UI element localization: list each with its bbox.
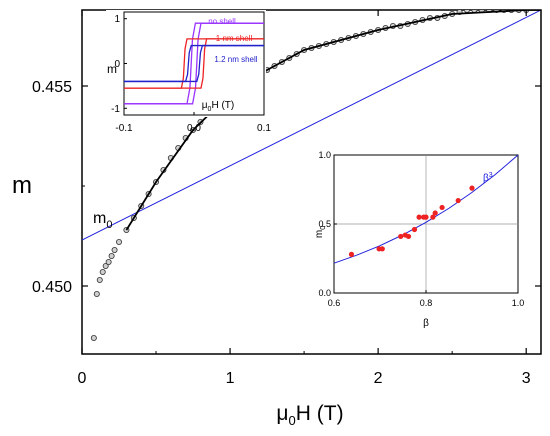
- main-x-tick-label: 2: [374, 370, 383, 387]
- legend-no-shell: no shell: [208, 17, 236, 26]
- red-data-point: [416, 214, 422, 220]
- inset2-series-layer: [333, 154, 519, 264]
- data-point: [90, 334, 97, 341]
- red-data-point: [411, 226, 418, 233]
- data-point: [116, 238, 123, 245]
- inset2-x-tick-label: 0.8: [420, 298, 433, 308]
- inset1-y-tick-label: -1: [111, 104, 120, 115]
- data-point: [463, 10, 470, 13]
- main-x-axis-label: μ0H (T): [276, 402, 343, 428]
- black-fit-curve: [125, 10, 541, 231]
- inset1-axis-ticks: -0.1 0.0 0.1 -1 0 1: [111, 14, 271, 134]
- main-y-tick-label: 0.450: [32, 279, 72, 296]
- data-point: [102, 262, 109, 269]
- hysteresis-descending-branch: [124, 38, 264, 89]
- blue-linear-fit-line: [82, 10, 541, 241]
- inset1-x-tick-label: 0.0: [187, 123, 201, 134]
- inset1-background: [106, 10, 266, 117]
- data-point: [99, 268, 106, 275]
- red-data-point: [423, 214, 429, 220]
- main-x-tick-label: 3: [522, 370, 531, 387]
- inset2-curve-label: β3: [483, 172, 493, 184]
- main-x-tick-label: 1: [226, 370, 235, 387]
- main-plot-frame: [81, 9, 542, 355]
- red-data-point: [430, 214, 436, 220]
- inset2-y-axis-label: m0: [314, 226, 327, 238]
- data-point: [96, 276, 103, 283]
- main-series-layer: [82, 10, 541, 341]
- main-axis-ticks: 0 1 2 3 0.450 0.455: [32, 10, 541, 387]
- main-x-tick-label: 0: [78, 370, 87, 387]
- legend-1.2nm-shell: 1.2 nm shell: [214, 55, 257, 64]
- inset2-axis-ticks: 0.6 0.8 1.0 0.0 0.5 1.0: [318, 150, 524, 308]
- inset2-x-axis-label: β: [423, 318, 429, 329]
- inset2-y-tick-label: 0.0: [318, 288, 331, 298]
- inset1-y-axis-label: m: [107, 62, 117, 76]
- inset1-x-axis-label: μ0H (T): [202, 100, 234, 113]
- inset2-x-tick-label: 0.6: [328, 298, 341, 308]
- data-point: [108, 252, 115, 259]
- main-annotation-m0: m0: [93, 210, 112, 231]
- red-data-point: [348, 251, 355, 257]
- inset2-background: [305, 148, 530, 331]
- main-y-axis-label: m: [12, 172, 32, 199]
- inset2-grid: [334, 155, 518, 293]
- inset-m0-beta: 0.6 0.8 1.0 0.0 0.5 1.0 β3 m0 β: [305, 148, 530, 331]
- inset1-y-tick-label: 1: [114, 14, 120, 25]
- inset2-y-tick-label: 0.5: [318, 219, 331, 229]
- inset-hysteresis: -0.1 0.0 0.1 -1 0 1 no shell 1 nm shell 1.2 n…: [106, 10, 271, 134]
- red-data-point: [469, 185, 475, 191]
- legend-1nm-shell: 1 nm shell: [216, 34, 253, 43]
- inset2-y-tick-label: 1.0: [318, 150, 331, 160]
- hysteresis-descending-branch: [124, 44, 264, 83]
- beta-cubed-curve: [333, 154, 519, 264]
- red-data-point: [405, 233, 412, 240]
- inset1-x-tick-label: 0.1: [257, 123, 271, 134]
- data-point: [93, 290, 100, 297]
- red-data-point: [379, 246, 385, 252]
- red-data-point: [432, 210, 438, 216]
- inset1-x-tick-label: -0.1: [115, 123, 133, 134]
- inset1-series-layer: [124, 22, 264, 105]
- red-data-point: [398, 233, 404, 240]
- main-y-tick-label: 0.455: [32, 79, 72, 96]
- hysteresis-descending-branch: [124, 22, 264, 105]
- red-data-point: [455, 197, 461, 204]
- red-data-point: [439, 204, 445, 211]
- data-point: [111, 246, 118, 253]
- inset1-y-tick-label: 0: [114, 59, 120, 70]
- data-point: [105, 258, 112, 265]
- inset2-x-tick-label: 1.0: [512, 298, 525, 308]
